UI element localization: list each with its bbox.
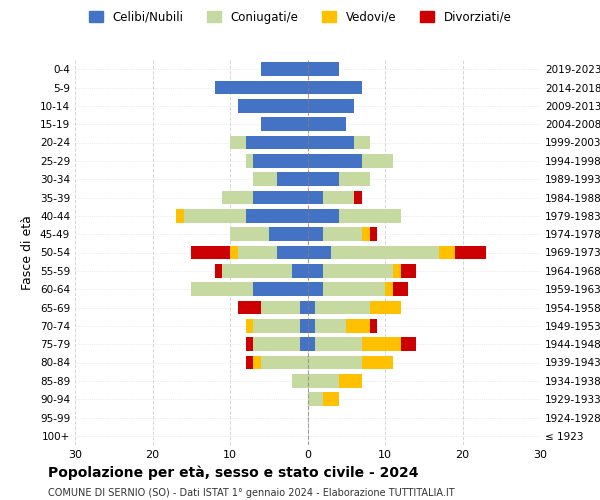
- Bar: [245, 209, 308, 222]
- Bar: [245, 136, 308, 149]
- Bar: [370, 319, 377, 332]
- Bar: [323, 228, 362, 241]
- Bar: [308, 209, 338, 222]
- Bar: [308, 319, 315, 332]
- Bar: [385, 282, 393, 296]
- Bar: [222, 264, 292, 278]
- Bar: [245, 338, 253, 351]
- Bar: [323, 392, 338, 406]
- Bar: [300, 338, 308, 351]
- Bar: [323, 282, 385, 296]
- Bar: [401, 338, 416, 351]
- Bar: [300, 319, 308, 332]
- Bar: [277, 172, 308, 186]
- Bar: [269, 228, 308, 241]
- Bar: [238, 99, 308, 112]
- Bar: [308, 282, 323, 296]
- Bar: [292, 264, 308, 278]
- Bar: [253, 338, 300, 351]
- Bar: [308, 300, 315, 314]
- Bar: [308, 392, 323, 406]
- Bar: [308, 228, 323, 241]
- Bar: [338, 209, 401, 222]
- Bar: [370, 300, 401, 314]
- Bar: [362, 338, 401, 351]
- Bar: [455, 246, 486, 260]
- Bar: [370, 228, 377, 241]
- Bar: [253, 154, 308, 168]
- Bar: [308, 99, 354, 112]
- Text: COMUNE DI SERNIO (SO) - Dati ISTAT 1° gennaio 2024 - Elaborazione TUTTITALIA.IT: COMUNE DI SERNIO (SO) - Dati ISTAT 1° ge…: [48, 488, 455, 498]
- Bar: [346, 319, 370, 332]
- Bar: [393, 264, 401, 278]
- Bar: [292, 374, 308, 388]
- Bar: [308, 374, 338, 388]
- Bar: [222, 190, 253, 204]
- Bar: [308, 264, 323, 278]
- Bar: [354, 136, 370, 149]
- Bar: [215, 264, 222, 278]
- Bar: [308, 154, 362, 168]
- Bar: [338, 172, 370, 186]
- Bar: [323, 190, 354, 204]
- Bar: [300, 300, 308, 314]
- Bar: [354, 190, 362, 204]
- Bar: [315, 338, 362, 351]
- Bar: [261, 62, 308, 76]
- Bar: [401, 264, 416, 278]
- Bar: [253, 356, 261, 370]
- Bar: [315, 319, 346, 332]
- Bar: [308, 62, 338, 76]
- Bar: [323, 264, 393, 278]
- Bar: [253, 319, 300, 332]
- Bar: [261, 118, 308, 131]
- Bar: [308, 136, 354, 149]
- Bar: [230, 136, 245, 149]
- Bar: [308, 190, 323, 204]
- Bar: [230, 228, 269, 241]
- Bar: [238, 246, 277, 260]
- Bar: [362, 228, 370, 241]
- Legend: Celibi/Nubili, Coniugati/e, Vedovi/e, Divorziati/e: Celibi/Nubili, Coniugati/e, Vedovi/e, Di…: [84, 6, 516, 28]
- Bar: [253, 190, 308, 204]
- Bar: [331, 246, 439, 260]
- Bar: [362, 356, 393, 370]
- Bar: [184, 209, 245, 222]
- Bar: [245, 319, 253, 332]
- Bar: [230, 246, 238, 260]
- Bar: [253, 282, 308, 296]
- Bar: [393, 282, 408, 296]
- Bar: [245, 356, 253, 370]
- Bar: [176, 209, 184, 222]
- Bar: [439, 246, 455, 260]
- Bar: [308, 246, 331, 260]
- Bar: [338, 374, 362, 388]
- Bar: [315, 300, 370, 314]
- Bar: [245, 154, 253, 168]
- Bar: [308, 356, 362, 370]
- Bar: [215, 80, 308, 94]
- Bar: [308, 80, 362, 94]
- Bar: [261, 356, 308, 370]
- Y-axis label: Fasce di età: Fasce di età: [22, 215, 34, 290]
- Text: Popolazione per età, sesso e stato civile - 2024: Popolazione per età, sesso e stato civil…: [48, 466, 419, 480]
- Bar: [191, 282, 253, 296]
- Bar: [308, 118, 346, 131]
- Bar: [191, 246, 230, 260]
- Bar: [308, 338, 315, 351]
- Bar: [277, 246, 308, 260]
- Bar: [238, 300, 261, 314]
- Bar: [253, 172, 277, 186]
- Bar: [261, 300, 300, 314]
- Bar: [362, 154, 393, 168]
- Bar: [308, 172, 338, 186]
